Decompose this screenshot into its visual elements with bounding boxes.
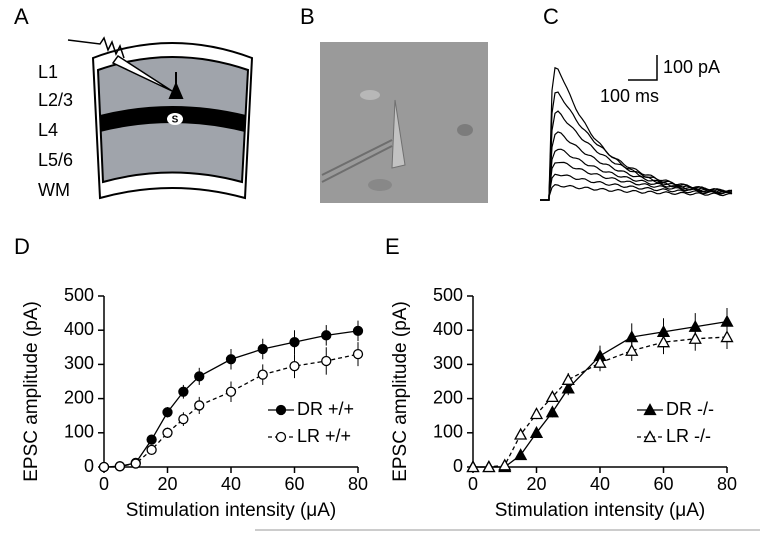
x-tick-label: 40	[590, 474, 610, 494]
trace	[540, 173, 733, 201]
y-tick-label: 100	[433, 422, 463, 442]
y-tick-label: 0	[84, 456, 94, 476]
data-point	[225, 354, 237, 365]
data-point	[130, 458, 141, 469]
x-tick-label: 60	[284, 474, 304, 494]
x-tick-label: 0	[99, 474, 109, 494]
data-point	[529, 407, 544, 420]
layer-label: L2/3	[38, 90, 73, 110]
data-point	[593, 355, 607, 368]
x-tick-label: 80	[348, 474, 368, 494]
data-point	[289, 337, 300, 348]
data-point	[352, 325, 364, 337]
data-point	[225, 386, 237, 397]
x-axis-label: Stimulation intensity (μA)	[126, 500, 337, 521]
data-point	[257, 343, 268, 355]
data-point	[545, 405, 559, 418]
data-point	[545, 390, 559, 403]
cortex-diagram: S	[67, 36, 254, 200]
y-tick-label: 200	[64, 387, 94, 407]
data-point	[561, 372, 575, 385]
legend-marker	[275, 431, 287, 443]
y-axis-label: EPSC amplitude (pA)	[21, 301, 42, 482]
legend-label: DR +/+	[297, 399, 354, 419]
x-tick-label: 20	[157, 474, 177, 494]
x-tick-label: 80	[717, 474, 737, 494]
data-point	[498, 458, 512, 471]
data-point	[656, 335, 671, 348]
data-point	[514, 427, 528, 440]
layer-label: L1	[38, 62, 58, 82]
x-axis-label: Stimulation intensity (μA)	[495, 500, 706, 521]
panel-label: B	[300, 4, 315, 29]
data-point	[146, 434, 157, 445]
data-point	[146, 444, 157, 456]
trace	[540, 161, 733, 201]
legend-label: DR -/-	[666, 399, 714, 419]
legend-marker	[643, 403, 657, 416]
scale-amplitude: 100 pA	[663, 57, 720, 77]
y-axis-label: EPSC amplitude (pA)	[390, 301, 411, 482]
data-point	[321, 355, 332, 367]
legend-label: LR +/+	[297, 426, 351, 446]
scale-time: 100 ms	[600, 86, 659, 106]
data-point	[178, 413, 189, 425]
data-point	[352, 348, 364, 360]
y-tick-label: 300	[433, 353, 463, 373]
data-point	[720, 330, 734, 343]
data-point	[114, 461, 126, 472]
trace	[540, 183, 733, 201]
data-point	[514, 448, 528, 461]
data-point	[625, 343, 639, 356]
panel-label: E	[385, 234, 400, 259]
y-tick-label: 0	[453, 456, 463, 476]
layer-label: L4	[38, 120, 58, 140]
legend-label: LR -/-	[666, 426, 711, 446]
epsc-traces	[540, 66, 733, 201]
legend-marker	[275, 404, 287, 416]
line-chart: 0 20 40 60 80 0 100 200 300 400 500 Stimulation int…	[390, 285, 737, 521]
trace	[540, 110, 733, 201]
x-tick-label: 60	[653, 474, 673, 494]
data-point	[720, 314, 734, 327]
x-tick-label: 40	[221, 474, 241, 494]
data-point	[561, 381, 575, 394]
y-tick-label: 500	[433, 285, 463, 305]
micrograph	[320, 42, 488, 203]
data-point	[194, 371, 205, 382]
legend-marker	[643, 430, 657, 443]
scale-bar	[628, 55, 658, 81]
trace	[540, 148, 733, 201]
layer-label: L5/6	[38, 150, 73, 170]
data-point	[289, 360, 300, 372]
data-point	[162, 407, 173, 418]
panel-label: C	[543, 4, 559, 29]
panel-label: A	[14, 4, 29, 29]
data-point	[178, 386, 189, 397]
data-point	[529, 425, 544, 438]
y-tick-label: 200	[433, 387, 463, 407]
data-point	[98, 461, 110, 473]
y-tick-label: 400	[433, 319, 463, 339]
data-point	[194, 400, 205, 411]
y-tick-label: 500	[64, 285, 94, 305]
y-tick-label: 300	[64, 353, 94, 373]
trace	[540, 131, 733, 201]
data-point	[162, 427, 173, 438]
data-point	[257, 369, 268, 380]
x-tick-label: 20	[526, 474, 546, 494]
layer-label: WM	[38, 180, 70, 200]
panel-label: D	[14, 234, 30, 259]
data-point	[466, 460, 480, 473]
stim-label: S	[172, 115, 179, 126]
data-point	[688, 331, 702, 344]
x-tick-label: 0	[468, 474, 478, 494]
y-tick-label: 400	[64, 319, 94, 339]
data-point	[482, 460, 496, 473]
data-point	[321, 330, 332, 341]
y-tick-label: 100	[64, 422, 94, 442]
line-chart: 0 20 40 60 80 0 100 200 300 400 500 Stimulation int…	[21, 285, 368, 521]
